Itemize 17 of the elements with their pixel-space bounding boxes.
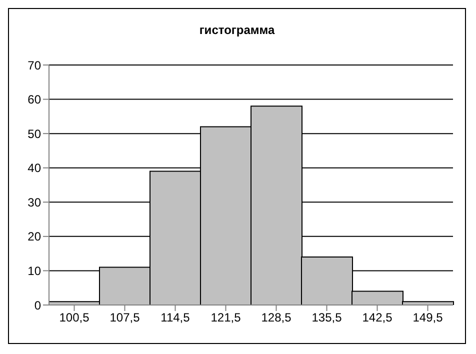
x-tick-label: 107,5 [110, 310, 140, 325]
x-tick-label: 100,5 [59, 310, 90, 325]
y-tick-label: 40 [28, 161, 42, 176]
y-tick-label: 10 [28, 264, 42, 278]
y-tick-label: 30 [28, 195, 42, 210]
y-tick-label: 60 [28, 92, 42, 107]
x-tick-label: 149,5 [412, 310, 444, 325]
x-tick-label: 135,5 [312, 310, 342, 325]
y-tick-label: 0 [34, 298, 42, 312]
x-tick-label: 114,5 [160, 310, 190, 325]
y-tick-label: 70 [28, 58, 42, 72]
x-tick-label: 142,5 [362, 310, 393, 325]
chart-title: гистограмма [198, 23, 276, 37]
x-tick-label: 121,5 [210, 310, 242, 325]
x-tick-label: 128,5 [261, 310, 292, 325]
y-tick-label: 20 [28, 230, 42, 244]
y-tick-label: 50 [28, 126, 42, 141]
